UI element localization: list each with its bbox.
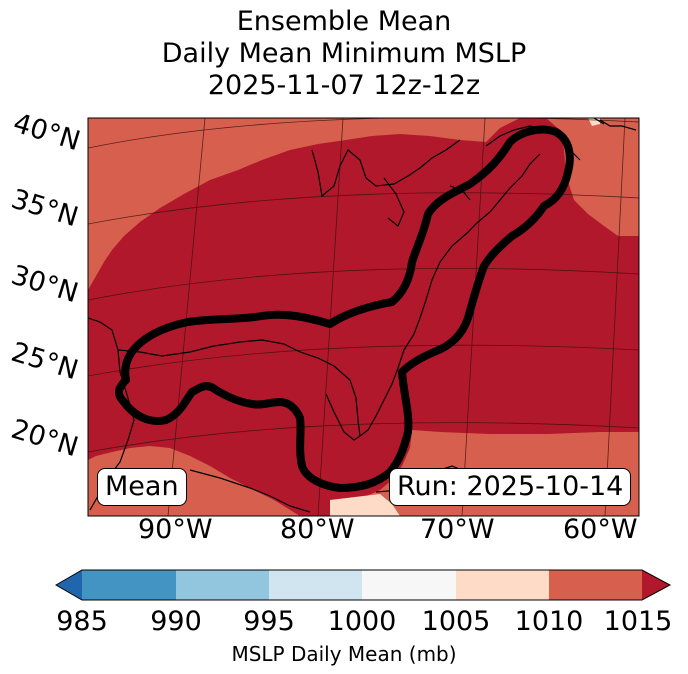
colorbar-bin-985-990 [82, 570, 176, 600]
colorbar-extend-high [642, 570, 670, 600]
lon-label-90w: 90°W [138, 514, 213, 545]
mean-annotation: Mean [97, 468, 187, 506]
title-line-1: Ensemble Mean [236, 6, 452, 37]
colorbar-label: MSLP Daily Mean (mb) [231, 642, 457, 666]
colorbar-outline [54, 569, 672, 601]
colorbar [54, 569, 672, 601]
title-line-2: Daily Mean Minimum MSLP [161, 38, 527, 69]
mean-pressure-contour [115, 125, 574, 492]
graticule [88, 118, 639, 516]
lon-label-60w: 60°W [563, 514, 638, 545]
map-panel [88, 118, 639, 516]
colorbar-tick-1015: 1015 [603, 606, 673, 637]
colorbar-tick-1005: 1005 [421, 606, 491, 637]
title-line-3: 2025-11-07 12z-12z [207, 70, 481, 101]
colorbar-tick-1010: 1010 [514, 606, 584, 637]
colorbar-bin-1005-1010 [456, 570, 549, 600]
colorbar-tick-1000: 1000 [327, 606, 397, 637]
colorbar-bin-1000-1005 [362, 570, 456, 600]
colorbar-tick-985: 985 [56, 606, 108, 637]
map-border [87, 117, 640, 517]
colorbar-bin-995-1000 [269, 570, 362, 600]
colorbar-tick-995: 995 [243, 606, 295, 637]
colorbar-bin-990-995 [176, 570, 269, 600]
lon-label-80w: 80°W [280, 514, 355, 545]
run-date-annotation: Run: 2025-10-14 [389, 468, 632, 506]
pressure-fill-1005-1010 [330, 494, 400, 516]
colorbar-tick-990: 990 [150, 606, 202, 637]
colorbar-extend-low [56, 570, 82, 600]
pressure-fill-below-1010 [88, 118, 639, 516]
lon-label-70w: 70°W [420, 514, 495, 545]
colorbar-bin-1010-1015 [549, 570, 642, 600]
